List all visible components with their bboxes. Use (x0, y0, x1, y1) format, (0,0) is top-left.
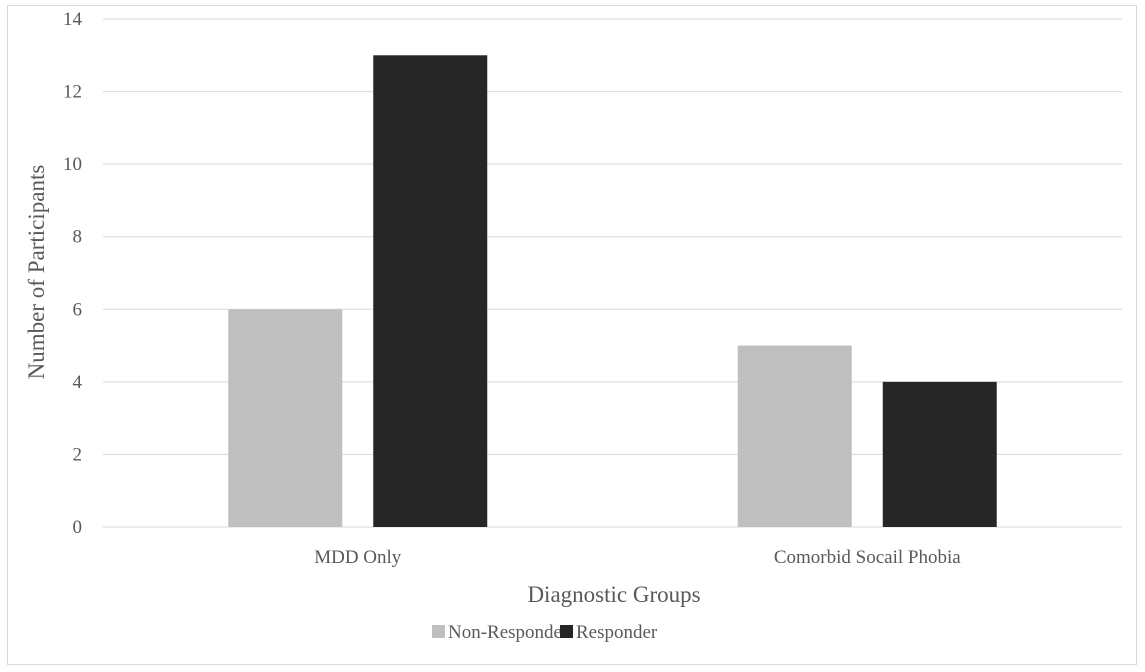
x-tick-label: MDD Only (314, 547, 402, 568)
x-tick-labels: MDD Only Comorbid Socail Phobia (314, 547, 961, 568)
y-tick-label: 0 (73, 517, 83, 538)
bar-responder-2 (882, 381, 997, 527)
x-axis-title: Diagnostic Groups (527, 582, 700, 607)
bar-non-responder-1 (228, 309, 343, 527)
y-tick-label: 6 (73, 299, 83, 320)
legend: Non-Responder Responder (432, 622, 658, 643)
y-tick-label: 8 (73, 227, 83, 248)
y-tick-label: 4 (73, 372, 83, 393)
bar-non-responder-2 (737, 345, 852, 527)
legend-swatch-responder (560, 625, 573, 638)
y-tick-labels: 0 2 4 6 8 10 12 14 (63, 9, 83, 538)
y-tick-label: 12 (63, 82, 82, 103)
x-tick-label: Comorbid Socail Phobia (774, 547, 961, 568)
legend-label: Non-Responder (448, 622, 569, 643)
bar-responder-1 (373, 55, 488, 528)
legend-swatch-non-responder (432, 625, 445, 638)
y-tick-label: 10 (63, 154, 82, 175)
y-axis-title: Number of Participants (24, 165, 49, 380)
chart-frame (7, 5, 1137, 665)
y-tick-label: 14 (63, 9, 83, 30)
bars (228, 55, 997, 528)
y-tick-label: 2 (73, 444, 83, 465)
legend-label: Responder (576, 622, 658, 643)
